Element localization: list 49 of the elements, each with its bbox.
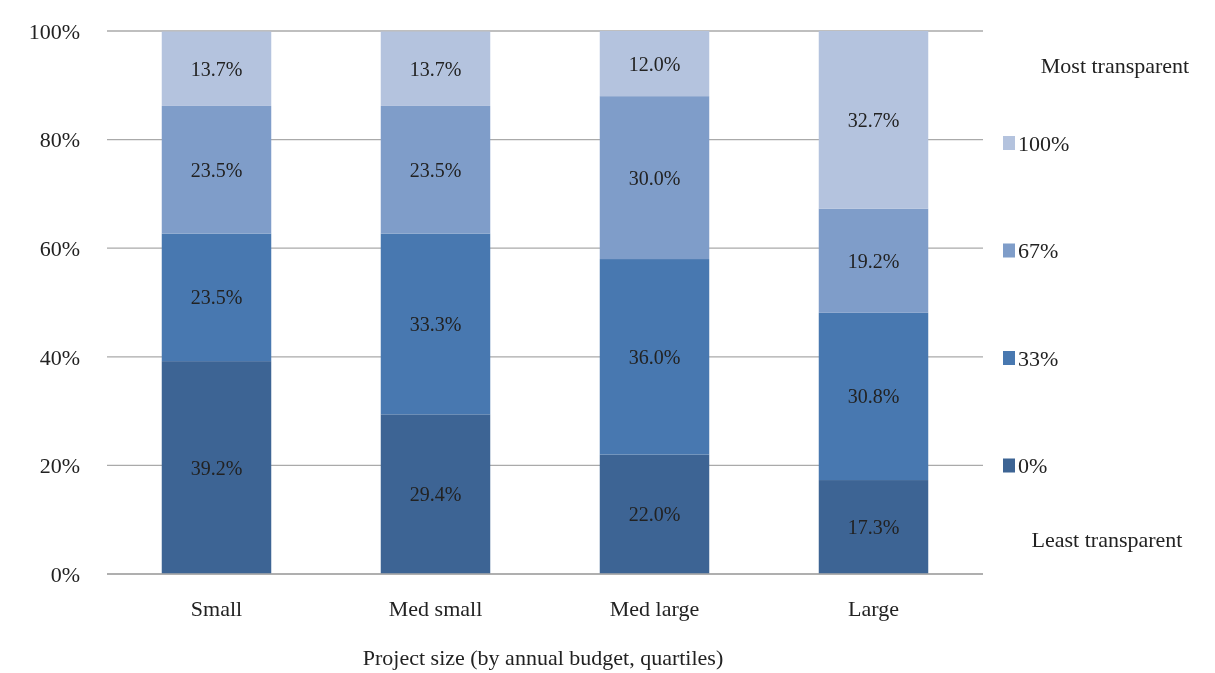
- data-label: 29.4%: [409, 483, 462, 506]
- bar: [599, 259, 710, 455]
- bar: [599, 454, 710, 574]
- bar: [380, 233, 491, 415]
- bar: [161, 233, 272, 362]
- x-tick-label: Large: [848, 596, 899, 621]
- bar: [599, 96, 710, 260]
- legend-title: Most transparent: [1040, 53, 1190, 78]
- data-label: 32.7%: [847, 108, 900, 131]
- legend-label: 100%: [1018, 130, 1070, 156]
- data-label: 36.0%: [628, 345, 681, 368]
- data-label: 30.0%: [628, 166, 681, 189]
- data-label: 22.0%: [628, 503, 681, 526]
- legend-label: 33%: [1018, 345, 1059, 371]
- text: Least transparent: [1031, 527, 1183, 552]
- data-label: 39.2%: [190, 456, 243, 479]
- bar: [380, 105, 491, 234]
- data-label: 33.3%: [409, 312, 462, 335]
- y-tick-label: 80%: [39, 127, 80, 153]
- y-tick-label: 100%: [28, 18, 80, 44]
- bar: [161, 361, 272, 574]
- data-label: 13.7%: [409, 57, 462, 80]
- y-tick-label: 60%: [39, 235, 80, 261]
- bar: [380, 31, 491, 106]
- x-tick-label: Med large: [609, 596, 700, 621]
- bar: [818, 208, 929, 313]
- data-label: 23.5%: [190, 158, 243, 181]
- data-label: 30.8%: [847, 385, 900, 408]
- bar: [599, 31, 710, 97]
- data-label: 23.5%: [409, 158, 462, 181]
- bar: [161, 105, 272, 234]
- data-label: 19.2%: [847, 249, 900, 272]
- bar: [818, 480, 929, 574]
- data-label: 12.0%: [628, 52, 681, 75]
- bar: [818, 31, 929, 209]
- data-label: 23.5%: [190, 286, 243, 309]
- legend-label: 67%: [1018, 238, 1059, 264]
- x-tick-label: Med small: [388, 596, 483, 621]
- bar: [380, 414, 491, 574]
- bar: [818, 312, 929, 481]
- data-label: 17.3%: [847, 516, 900, 539]
- x-axis-title: Project size (by annual budget, quartiles): [362, 645, 724, 670]
- y-tick-label: 0%: [50, 561, 80, 587]
- legend-label: 0%: [1018, 453, 1048, 479]
- bar: [161, 31, 272, 106]
- data-label: 13.7%: [190, 57, 243, 80]
- y-tick-label: 20%: [39, 453, 80, 479]
- x-tick-label: Small: [190, 596, 243, 621]
- y-tick-label: 40%: [39, 344, 80, 370]
